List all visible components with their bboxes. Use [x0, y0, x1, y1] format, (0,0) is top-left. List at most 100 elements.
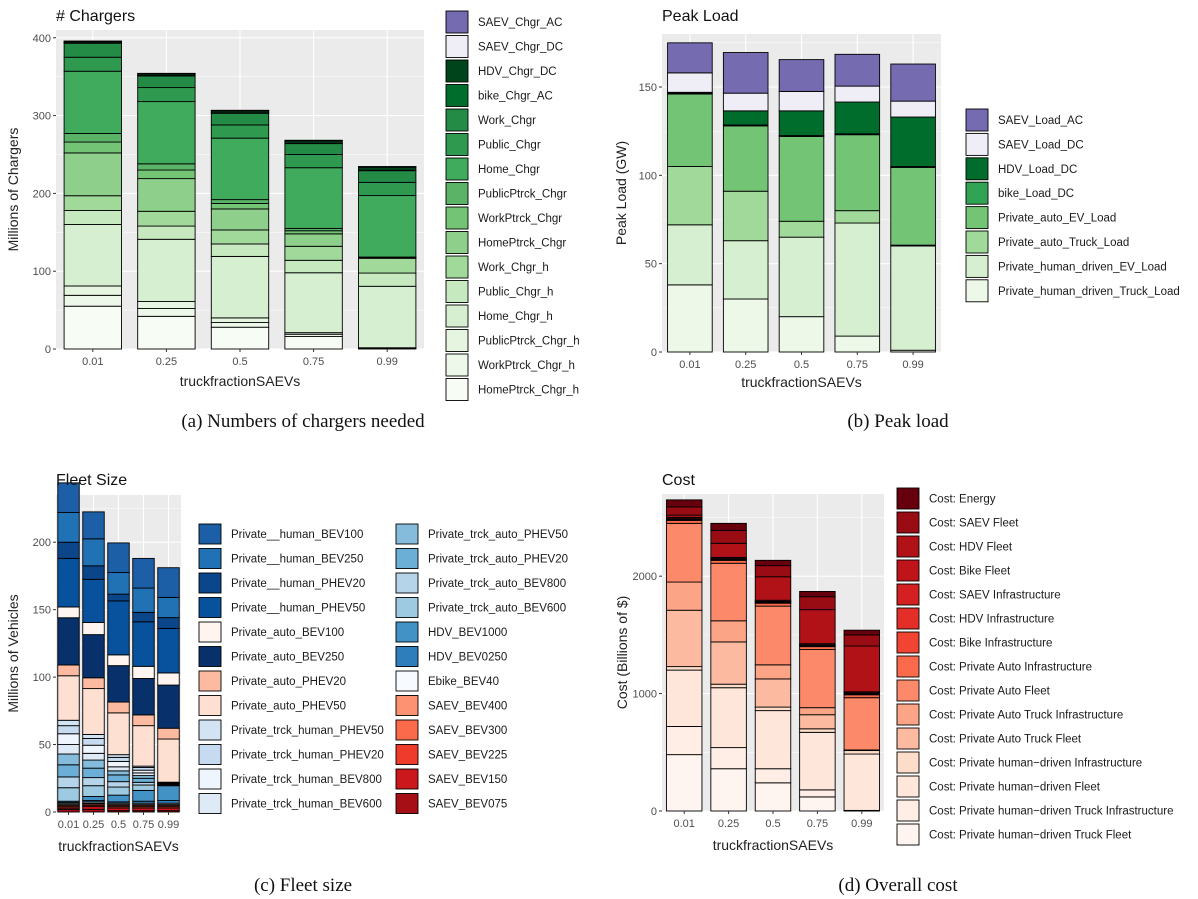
chargers-legend-swatch: [445, 157, 469, 181]
peakload-legend-swatch: [965, 230, 989, 254]
fleet-x-tick-label: 0.5: [111, 819, 126, 831]
chargers-y-axis-title: Millions of Chargers: [5, 128, 21, 252]
fleet-bar-segment: [82, 796, 105, 801]
peakload-legend-swatch: [965, 181, 989, 205]
chargers-y-tick-label: 200: [33, 188, 51, 200]
chargers-x-axis-title: truckfractionSAEVs: [180, 373, 301, 389]
fleet-legend-label: SAEV_BEV075: [428, 799, 507, 811]
chargers-legend-swatch: [445, 133, 469, 156]
fleet-bar-segment: [82, 777, 105, 787]
cost-bar-segment: [843, 753, 881, 811]
chargers-legend-swatch: [445, 59, 469, 83]
chargers-bar-segment: [137, 75, 196, 89]
fleet-bar-segment: [82, 785, 105, 797]
peakload-bar-segment: [778, 90, 825, 112]
fleet-bar-segment: [132, 714, 155, 727]
cost-bar-segment: [710, 768, 747, 812]
cost-legend-label: Cost: HDV Fleet: [929, 542, 1013, 554]
fleet-legend-swatch: [198, 744, 222, 765]
peakload-bar-segment: [667, 166, 713, 226]
chargers-bar-segment: [284, 230, 343, 235]
fleet-bar-segment: [82, 677, 105, 690]
cost-bar-segment: [754, 678, 792, 708]
chargers-bar-segment: [284, 154, 343, 169]
fleet-bar-segment: [107, 760, 130, 768]
fleet-legend-swatch: [395, 793, 419, 814]
chargers-legend-label: Home_Chgr: [478, 164, 540, 176]
peakload-bar-segment: [667, 42, 713, 74]
chargers-bar-segment: [358, 285, 417, 349]
chargers-legend-swatch: [445, 10, 469, 34]
cost-bar-segment: [754, 782, 792, 812]
cost-bar-segment: [710, 687, 747, 749]
fleet-bar-segment: [82, 733, 105, 739]
cost-legend-label: Cost: HDV Infrastructure: [929, 614, 1054, 626]
fleet-bar-segment: [57, 725, 80, 735]
fleet-legend-swatch: [395, 646, 419, 667]
chargers-bar-segment: [137, 308, 196, 317]
chargers-bar-segment: [358, 170, 417, 183]
chargers-bar-segment: [137, 238, 196, 302]
chargers-bar-segment: [284, 143, 343, 155]
fleet-bar-segment: [57, 482, 80, 513]
chargers-bar-segment: [358, 257, 417, 274]
fleet-legend-label: Private_trck_auto_BEV800: [428, 578, 566, 590]
chargers-legend-label: Public_Chgr: [478, 140, 541, 152]
chargers-bar-segment: [210, 322, 270, 328]
chargers-bar-segment: [63, 141, 122, 154]
peakload-legend-label: Private_auto_EV_Load: [998, 213, 1116, 225]
fleet-bar-segment: [107, 600, 130, 656]
cost-bar-segment: [710, 620, 747, 643]
fleet-bar-segment: [57, 764, 80, 778]
cost-legend-label: Cost: Private Auto Truck Fleet: [929, 734, 1082, 746]
fleet-legend-label: Private__human_BEV250: [231, 554, 363, 566]
cost-bar-segment: [665, 726, 703, 756]
cost-legend-label: Cost: Private Auto Infrastructure: [929, 662, 1092, 674]
cost-legend-swatch: [896, 823, 920, 846]
fleet-bar-segment: [57, 675, 80, 721]
fleet-bar-segment: [82, 511, 105, 540]
fleet-x-axis-title: truckfractionSAEVs: [58, 838, 179, 854]
peakload-bar-segment: [834, 85, 881, 103]
chargers-bar-segment: [137, 315, 196, 350]
peakload-bar-segment: [722, 125, 769, 192]
fleet-bar-segment: [82, 744, 105, 754]
fleet-legend-swatch: [395, 621, 419, 643]
cost-chart-title: Cost: [662, 472, 695, 489]
chargers-legend-label: bike_Chgr_AC: [478, 91, 553, 103]
cost-legend-swatch: [896, 751, 920, 774]
fleet-y-tick-label: 100: [33, 672, 51, 684]
fleet-bar-segment: [107, 572, 130, 595]
fleet-bar-segment: [107, 756, 130, 762]
peakload-y-tick-label: 0: [651, 347, 657, 359]
peakload-y-tick-label: 50: [645, 259, 657, 271]
fleet-y-tick-label: 150: [33, 605, 51, 617]
chargers-caption: (a) Numbers of chargers needed: [181, 411, 425, 432]
fleet-legend-label: SAEV_BEV300: [428, 725, 507, 737]
fleet-y-tick-label: 50: [39, 740, 51, 752]
peakload-x-tick-label: 0.99: [902, 359, 923, 371]
cost-bar-segment: [710, 522, 747, 531]
chargers-bar-segment: [210, 229, 270, 245]
chargers-bar-segment: [284, 233, 343, 247]
chargers-bar-segment: [63, 70, 122, 134]
fleet-legend-swatch: [395, 744, 419, 765]
fleet-bar-segment: [57, 664, 80, 677]
cost-legend-label: Cost: SAEV Infrastructure: [929, 590, 1061, 602]
fleet-y-axis-title: Millions of Vehicles: [5, 594, 21, 712]
chargers-bar-segment: [210, 317, 270, 323]
fleet-legend-swatch: [395, 572, 419, 594]
cost-x-tick-label: 0.01: [673, 818, 694, 830]
cost-legend-swatch: [896, 607, 920, 630]
fleet-x-tick-label: 0.25: [83, 819, 104, 831]
fleet-legend-label: Private_trck_auto_PHEV20: [428, 554, 568, 566]
cost-legend-swatch: [896, 703, 920, 726]
chargers-bar-segment: [137, 87, 196, 103]
chargers-bar-segment: [210, 208, 270, 231]
fleet-bar-segment: [132, 678, 155, 716]
fleet-legend-label: SAEV_BEV225: [428, 750, 507, 762]
fleet-legend-swatch: [395, 670, 419, 692]
cost-bar-segment: [799, 731, 836, 791]
chargers-legend-label: WorkPtrck_Chgr_h: [478, 360, 575, 372]
peakload-legend-label: Private_human_driven_EV_Load: [998, 261, 1167, 273]
